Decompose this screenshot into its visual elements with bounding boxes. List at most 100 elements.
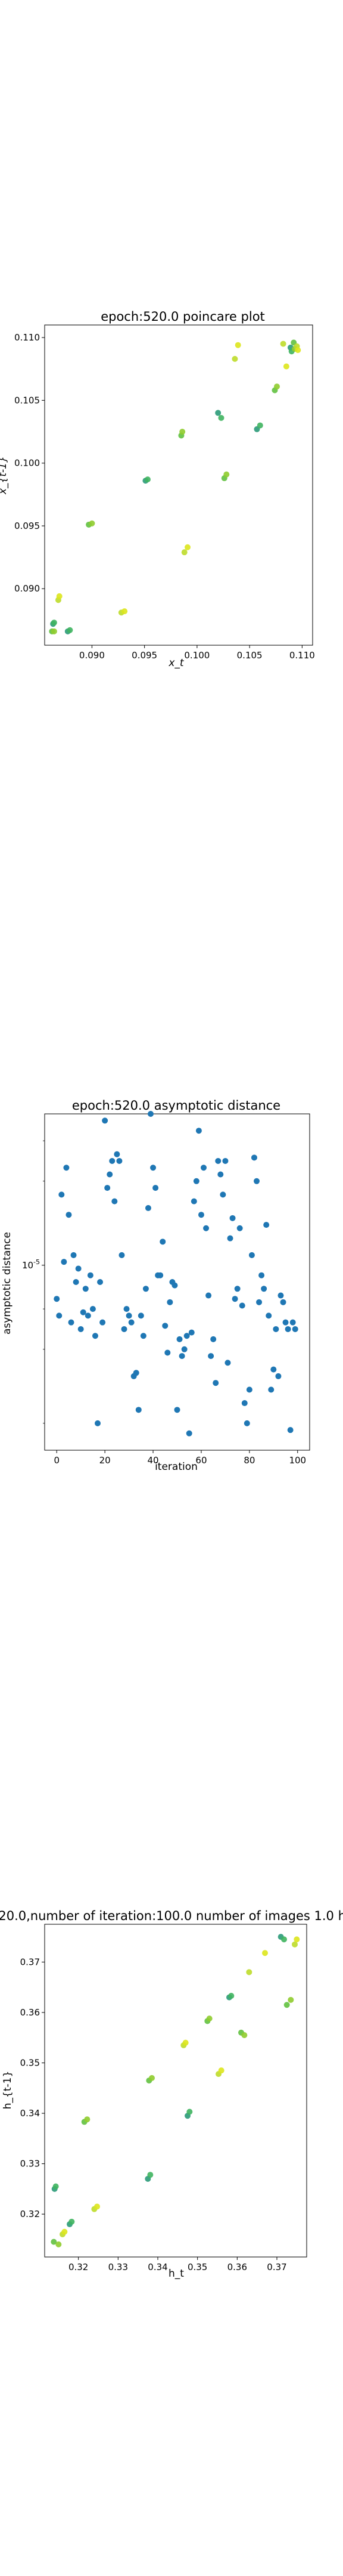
scatter-point	[244, 1420, 250, 1426]
scatter-point	[210, 1336, 217, 1342]
scatter-point	[126, 1312, 132, 1319]
scatter-point	[229, 1215, 236, 1221]
scatter-point	[281, 1936, 287, 1943]
scatter-point	[102, 1117, 108, 1124]
scatter-point	[256, 1299, 263, 1305]
x-tick-label: 100	[289, 1455, 306, 1466]
asymptotic-distance-plot: epoch:520.0 asymptotic distance iteratio…	[1, 1098, 310, 1473]
y-tick-label: 0.105	[14, 395, 40, 405]
scatter-point	[270, 1366, 277, 1373]
scatter-point	[89, 520, 95, 527]
scatter-point	[201, 1165, 207, 1171]
scatter-point	[55, 2241, 62, 2247]
x-tick-label: 0	[54, 1455, 60, 1466]
x-tick-label: 0.33	[108, 2262, 128, 2272]
scatter-point	[287, 1427, 294, 1433]
scatter-point	[275, 1373, 282, 1379]
scatter-point	[232, 355, 238, 362]
scatter-point	[222, 1157, 229, 1164]
scatter-point	[218, 2067, 224, 2074]
scatter-point	[183, 1333, 190, 1339]
axes-frame	[44, 1924, 307, 2258]
scatter-point	[236, 1225, 243, 1231]
scatter-point	[58, 1191, 65, 1198]
scatter-point	[246, 1386, 252, 1393]
scatter-point	[95, 1420, 101, 1426]
scatter-point	[63, 1165, 70, 1171]
scatter-point	[258, 1272, 265, 1278]
scatter-point	[285, 1326, 291, 1332]
scatter-point	[75, 1265, 82, 1272]
scatter-point	[277, 1292, 284, 1299]
scatter-point	[82, 1286, 89, 1292]
scatter-point	[61, 1259, 67, 1265]
scatter-point	[266, 1312, 272, 1319]
scatter-point	[289, 1319, 296, 1326]
scatter-point	[77, 1326, 84, 1332]
x-tick-label: 0.100	[184, 650, 210, 661]
scatter-point	[148, 1111, 154, 1117]
chart-title: epoch:520.0,number of iteration:100.0 nu…	[0, 1909, 343, 1923]
scatter-point	[66, 1212, 72, 1218]
scatter-point	[213, 1380, 219, 1386]
scatter-point	[241, 1400, 248, 1407]
x-tick-label: 80	[244, 1455, 255, 1466]
scatter-point	[198, 1212, 204, 1218]
scatter-point	[144, 476, 151, 483]
scatter-point	[186, 2109, 193, 2115]
scatter-point	[228, 1993, 235, 1999]
scatter-point	[218, 414, 224, 421]
scatter-point	[116, 1157, 123, 1164]
scatter-point	[224, 1360, 231, 1366]
scatter-point	[119, 1252, 125, 1258]
scatter-point	[145, 1205, 151, 1211]
scatter-point	[186, 1430, 192, 1436]
x-axis-label: x_t	[168, 657, 185, 669]
scatter-point	[280, 1299, 286, 1305]
scatter-point	[109, 1157, 116, 1164]
axes-frame	[44, 1113, 310, 1451]
scatter-point	[133, 1370, 139, 1376]
scatter-point	[254, 1178, 260, 1184]
scatter-point	[283, 363, 289, 370]
scatter-point	[73, 1279, 79, 1285]
chart-title: epoch:520.0 poincare plot	[101, 309, 265, 324]
scatter-point	[280, 340, 286, 347]
x-tick-label: 0.110	[289, 650, 315, 661]
scatter-point	[246, 1969, 252, 1976]
scatter-point	[84, 2116, 91, 2123]
y-tick-label: 10-5	[22, 1258, 40, 1271]
scatter-point	[215, 410, 222, 416]
scatter-point	[135, 1407, 142, 1413]
scatter-point	[193, 1178, 199, 1184]
scatter-point	[295, 347, 301, 354]
x-tick-label: 40	[147, 1455, 158, 1466]
scatter-point	[232, 1296, 238, 1302]
scatter-point	[56, 1312, 63, 1319]
scatter-point	[241, 2032, 248, 2038]
scatter-point	[220, 1191, 226, 1198]
scatter-point	[94, 2203, 100, 2210]
scatter-point	[121, 1326, 127, 1332]
scatter-point	[89, 1306, 96, 1312]
hidden-state-plot: epoch:520.0,number of iteration:100.0 nu…	[0, 1909, 343, 2280]
axes-frame	[44, 324, 313, 646]
scatter-point	[203, 1225, 210, 1231]
scatter-point	[179, 1353, 185, 1360]
x-axis-label: h_t	[169, 2268, 184, 2280]
x-tick-label: 0.32	[68, 2262, 88, 2272]
scatter-point	[288, 1996, 294, 2003]
scatter-point	[121, 608, 128, 615]
scatter-point	[188, 1329, 195, 1336]
scatter-point	[248, 1252, 255, 1258]
y-tick-label: 0.35	[20, 2058, 40, 2069]
scatter-point	[61, 2228, 68, 2235]
scatter-point	[80, 1309, 86, 1315]
x-tick-label: 0.36	[227, 2262, 247, 2272]
y-axis-label: x_{t-1}	[0, 456, 9, 495]
scatter-point	[274, 383, 280, 390]
y-tick-label: 0.34	[20, 2108, 40, 2119]
scatter-point	[157, 1272, 164, 1278]
x-axis-label: iteration	[155, 1461, 198, 1473]
scatter-point	[51, 2238, 57, 2245]
